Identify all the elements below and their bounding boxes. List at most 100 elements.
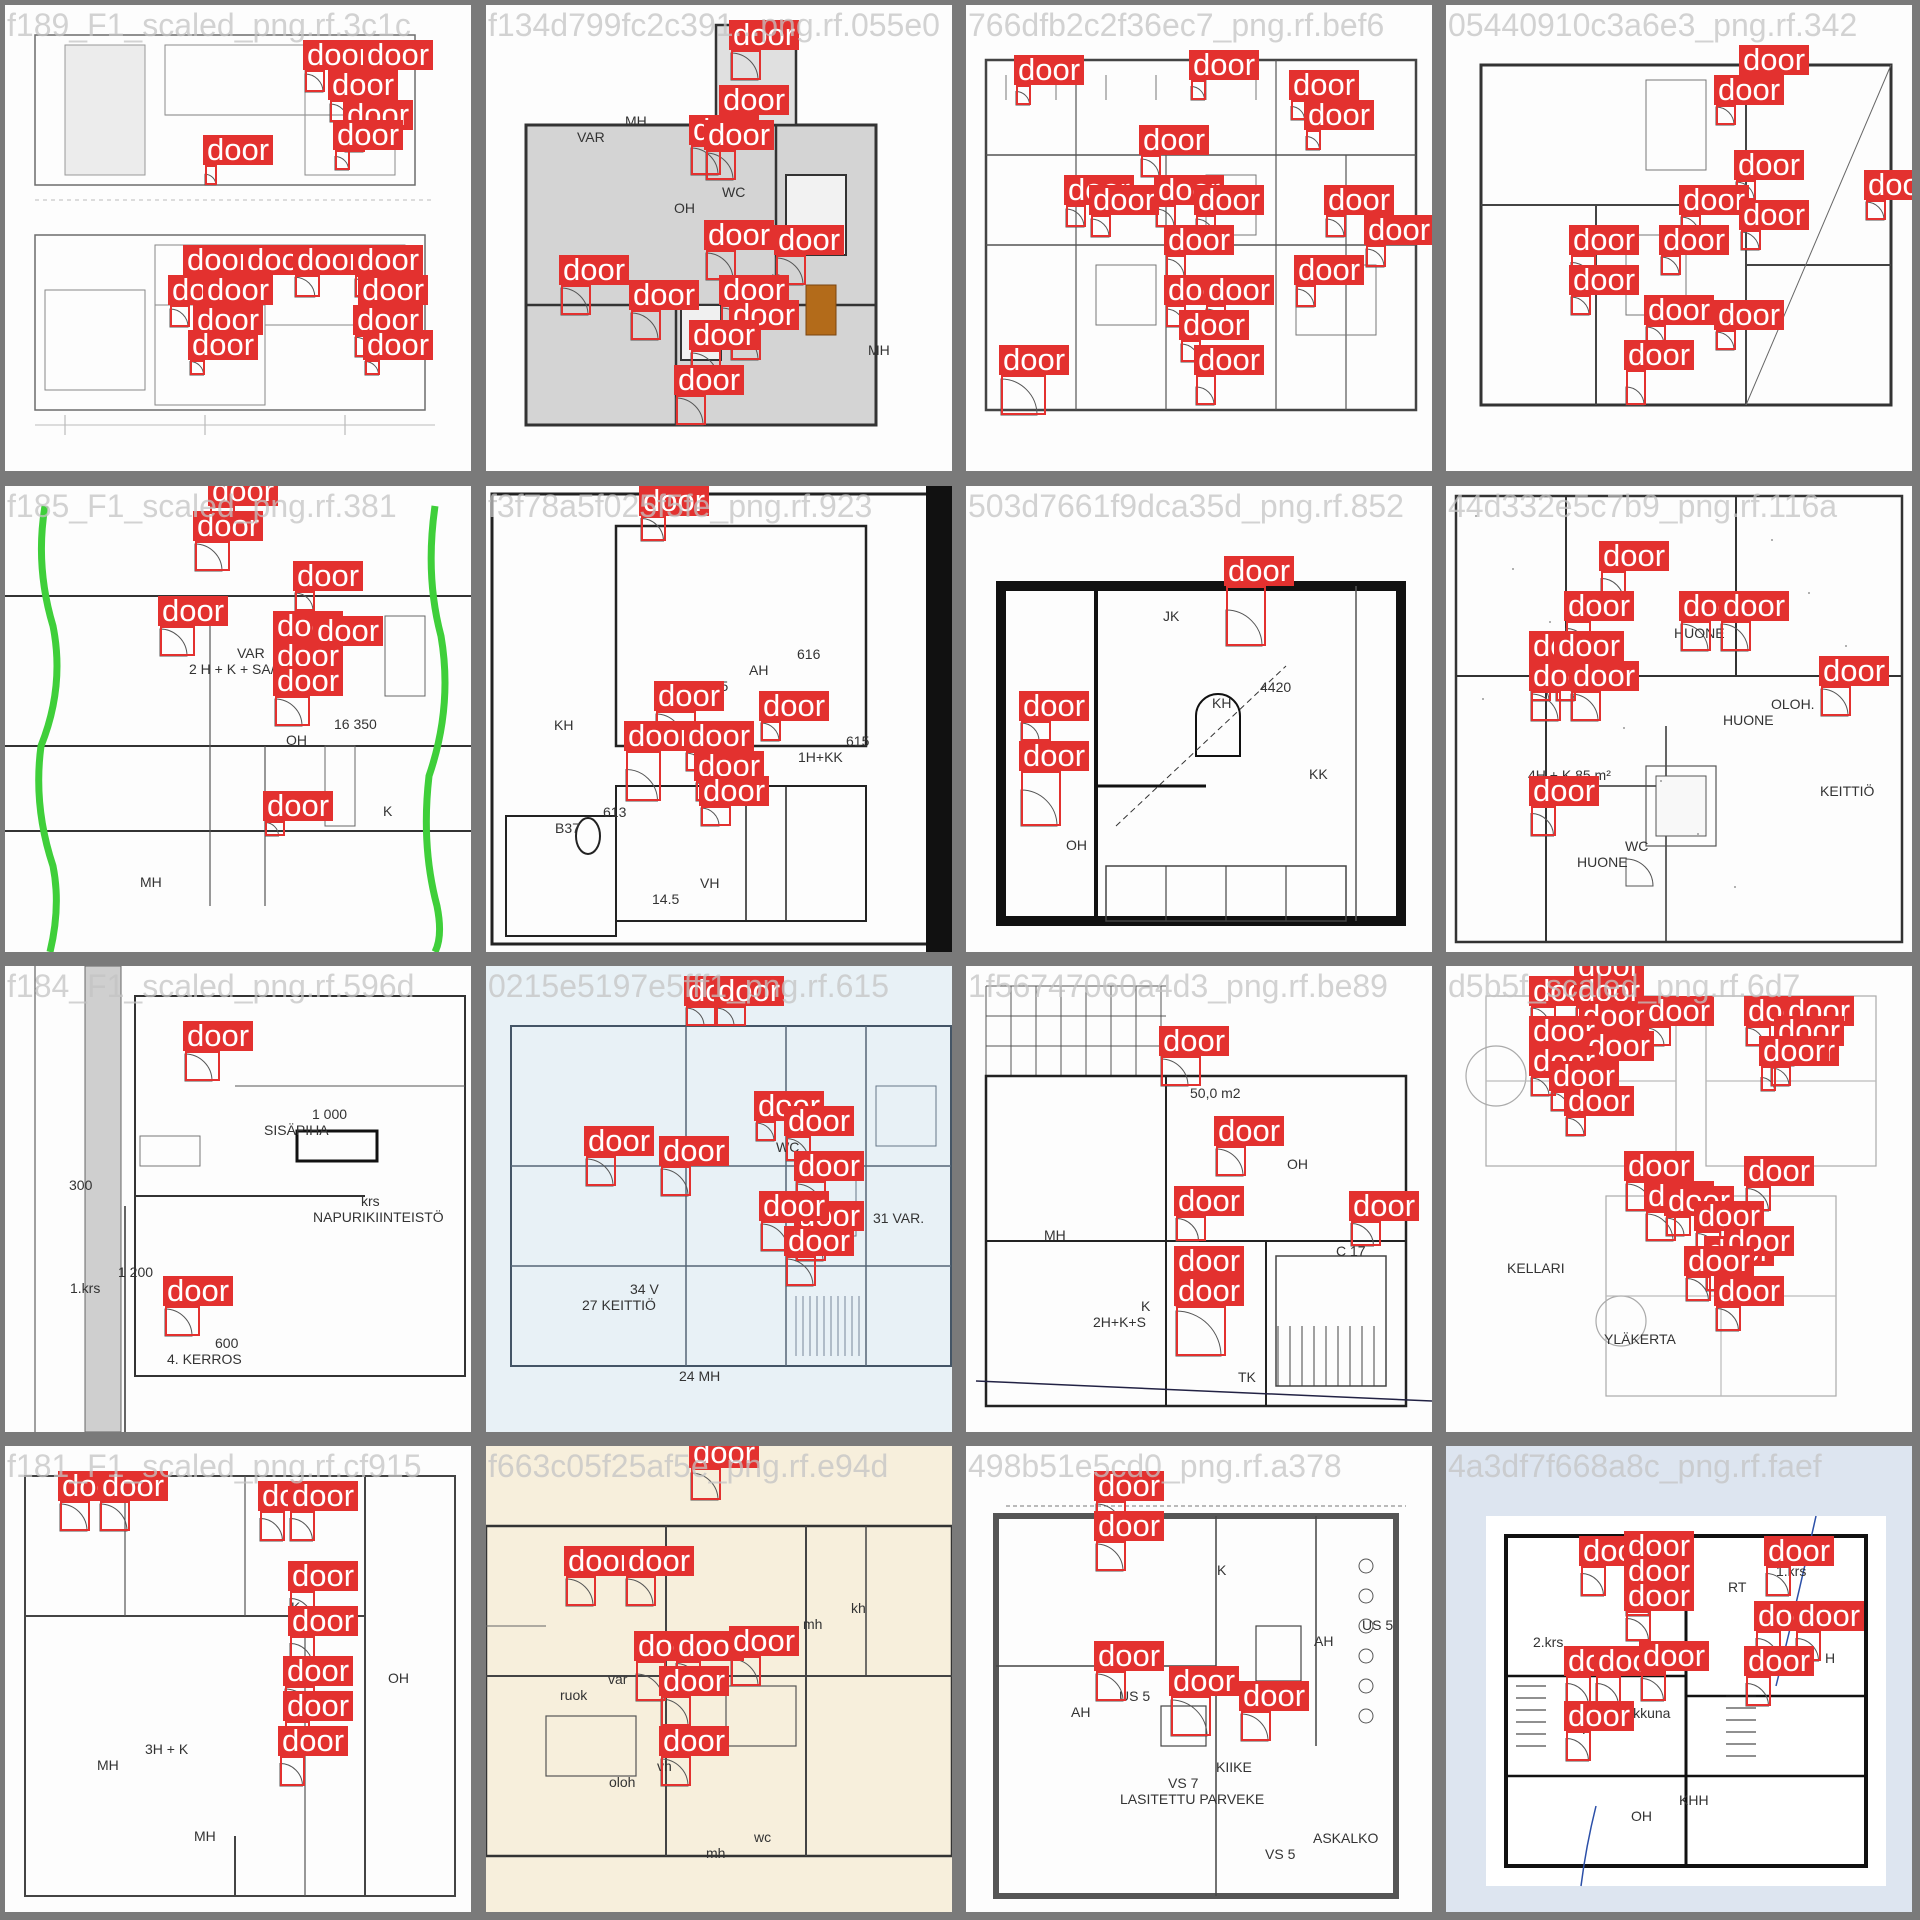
room-label: 3H + K	[145, 1741, 189, 1757]
floorplan-drawing: KH KK OH JK 4420	[996, 581, 1406, 926]
door-detection: door	[203, 134, 274, 185]
room-label: US 5	[1119, 1688, 1150, 1704]
room-label: 1 000	[312, 1106, 347, 1122]
room-label: 24 MH	[679, 1368, 720, 1384]
door-detection: door	[639, 486, 710, 541]
door-detection: door	[999, 344, 1070, 415]
door-detection: door	[183, 1020, 254, 1081]
detection-box	[661, 1696, 691, 1726]
detection-label: door	[98, 1470, 169, 1501]
room-label: VS 7	[1168, 1775, 1199, 1791]
detection-box	[566, 1576, 596, 1606]
room-label: HUONE	[1577, 854, 1628, 870]
door-detection: door	[208, 486, 279, 536]
detection-label: door	[288, 1480, 359, 1511]
room-label: krs	[361, 1193, 380, 1209]
door-detection: door	[774, 224, 845, 285]
detection-label: door	[564, 1545, 635, 1576]
detection-box	[280, 1756, 305, 1786]
room-label: KELLARI	[1507, 1260, 1565, 1276]
room-label: HUONE	[1674, 625, 1725, 641]
tile-title: f184_F1_scaled_png.rf.596d	[7, 968, 415, 1004]
room-label: US 5	[1362, 1617, 1393, 1633]
detection-box	[1641, 1671, 1666, 1701]
door-detection: door	[564, 1545, 635, 1606]
detection-box	[1001, 375, 1046, 415]
detection-label: door	[1194, 344, 1265, 375]
detection-label: door	[1714, 74, 1785, 105]
detection-label: door	[1094, 1640, 1165, 1671]
door-detection: door	[1639, 1640, 1710, 1701]
room-label: ikkuna	[1630, 1705, 1671, 1721]
door-detection: door	[168, 274, 239, 327]
room-label: 14.5	[652, 891, 679, 907]
door-detection: door	[659, 1135, 730, 1196]
detection-label: door	[1294, 254, 1365, 285]
door-detection: door	[353, 244, 424, 297]
detection-box	[1766, 1566, 1791, 1596]
detection-box	[756, 1121, 776, 1141]
door-detection: door	[1554, 630, 1625, 701]
detection-label: door	[719, 84, 790, 115]
tile-title: 766dfb2c2f36ec7_png.rf.bef6	[968, 7, 1385, 43]
detection-box	[676, 395, 706, 425]
detection-label: door	[288, 1605, 359, 1636]
detection-box	[1566, 1116, 1586, 1136]
detection-label: door	[1349, 1190, 1420, 1221]
detection-label: door	[694, 750, 765, 781]
door-detection: door	[1304, 99, 1375, 150]
room-label: VAR	[577, 129, 605, 145]
door-detection: door	[1644, 995, 1715, 1046]
detection-box	[1626, 370, 1646, 405]
door-detection: door	[1179, 309, 1250, 362]
door-detection: door	[1684, 1245, 1755, 1301]
room-label: 4. KERROS	[167, 1351, 242, 1367]
room-label: MH	[625, 113, 647, 129]
detection-box	[631, 310, 661, 340]
detection-label: door	[1019, 690, 1090, 721]
room-label: var	[608, 1671, 628, 1687]
door-detection: door	[1094, 1640, 1165, 1701]
door-detection: door	[699, 775, 770, 826]
detection-label: door	[1734, 149, 1805, 180]
room-label: AH	[749, 662, 768, 678]
detection-label: door	[1204, 274, 1275, 305]
detection-label: door	[684, 720, 755, 751]
detection-box	[1581, 1566, 1606, 1596]
detection-label: door	[1744, 1155, 1815, 1186]
door-detection: door	[1744, 1645, 1815, 1706]
door-detection: door	[1659, 224, 1730, 275]
detection-box	[1176, 1216, 1206, 1241]
door-detection: door	[624, 720, 695, 801]
room-label: OH	[286, 732, 307, 748]
detection-box	[1666, 1216, 1691, 1236]
detection-label: door	[203, 134, 274, 165]
detection-label: door	[293, 244, 364, 275]
detection-label: door	[1174, 1185, 1245, 1216]
detection-label: door	[1019, 740, 1090, 771]
tile-title: f189_F1_scaled_png.rf.3c1c	[7, 7, 411, 43]
detection-box	[1191, 80, 1206, 100]
detection-box	[1626, 1611, 1651, 1641]
door-detection: door	[1164, 224, 1235, 277]
detection-label: door	[1324, 184, 1395, 215]
detection-box	[1571, 295, 1591, 315]
detection-label: door	[353, 244, 424, 275]
detection-box	[1531, 691, 1561, 721]
detection-label: door	[1759, 1035, 1830, 1066]
room-label: 2H+K+S	[1093, 1314, 1146, 1330]
floorplan-tile: MHMHKOH3H + Kf181_F1_scaled_png.rf.cf915…	[5, 1446, 471, 1912]
door-detection: door	[1364, 214, 1432, 267]
door-detection: door	[1174, 1275, 1245, 1356]
door-detection: door	[1089, 184, 1160, 237]
door-detection: door	[328, 69, 399, 122]
detection-label: door	[1744, 1645, 1815, 1676]
detection-box	[661, 1756, 691, 1786]
detection-box	[1531, 806, 1556, 836]
floorplan-tile: oloh mh mh ruok vh wc kh var f663c05f25af5e_png.…	[486, 1446, 952, 1912]
detection-box	[1176, 1306, 1226, 1356]
door-detection: door	[1744, 1155, 1815, 1211]
floorplan-tile: LASITETTU PARVEKE K AH AH VS 7 VS 5 US 5 US 5 KI…	[966, 1446, 1432, 1912]
detection-box	[706, 150, 736, 180]
